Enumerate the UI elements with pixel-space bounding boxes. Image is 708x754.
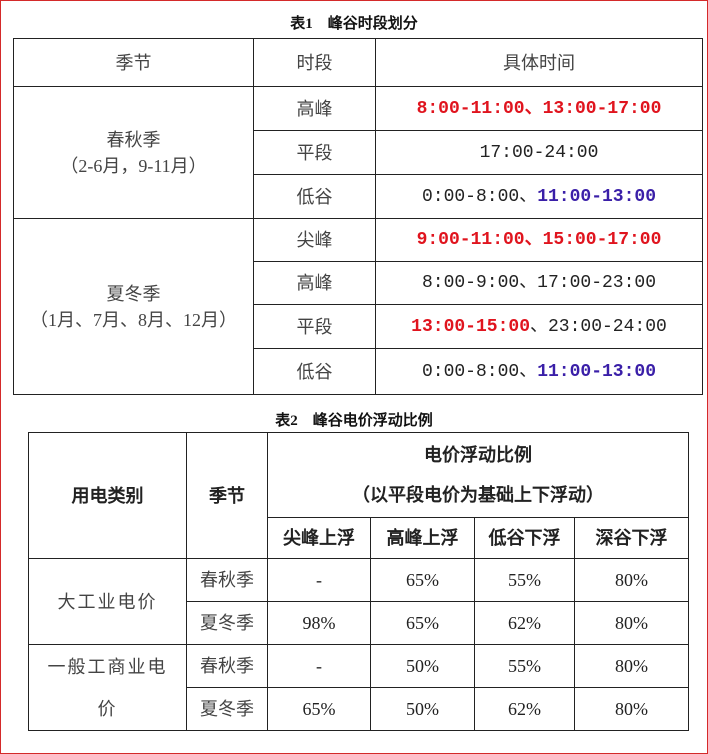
ratio-value: 98% [267, 601, 371, 645]
period-cell: 平段 [253, 130, 376, 175]
ratio-subheader: 高峰上浮 [370, 517, 475, 559]
ratio-header-note: （以平段电价为基础上下浮动） [352, 485, 604, 505]
table1-header-cell: 具体时间 [375, 38, 703, 87]
time-cell: 8:00-9:00、17:00-23:00 [375, 261, 703, 305]
table2-row: 夏冬季 65% 50% 62% 80% [29, 687, 689, 731]
ratio-value: 50% [370, 644, 475, 688]
category-header: 用电类别 [28, 432, 187, 559]
time-segment: 、23:00-24:00 [530, 316, 667, 337]
table2-row: 大工业电价 春秋季 -65% 55% 80% [28, 558, 689, 645]
time-segment: 13:00-15:00 [411, 316, 530, 337]
table1-row: 低谷 0:00-8:00、11:00-13:00 [14, 348, 703, 395]
table2-row: 一般工商业电价 春秋季 -50% 55% 80% [28, 644, 689, 731]
time-segment: 8:00-11:00、13:00-17:00 [416, 98, 662, 119]
time-cell: 0:00-8:00、11:00-13:00 [375, 348, 703, 395]
table2-header-row: 用电类别 季节 电价浮动比例 （以平段电价为基础上下浮动） [28, 432, 689, 559]
season-cell: 夏冬季 [186, 601, 268, 645]
ratio-value: 80% [574, 687, 689, 731]
ratio-value: 65% [267, 687, 371, 731]
time-cell: 8:00-11:00、13:00-17:00 [375, 86, 703, 131]
season-name: 春秋季 [106, 129, 161, 150]
time-segment: 17:00-24:00 [479, 142, 599, 163]
season-cell: 春秋季 [186, 644, 268, 688]
table2-subheader-row: 尖峰上浮 高峰上浮 低谷下浮 深谷下浮 [29, 517, 689, 559]
season-cell: 夏冬季 [186, 687, 268, 731]
ratio-value: - [267, 558, 371, 602]
ratio-value: 55% [474, 558, 575, 602]
time-cell: 13:00-15:00、23:00-24:00 [375, 304, 703, 349]
ratio-value: 80% [574, 558, 689, 602]
ratio-value: 80% [574, 644, 689, 688]
time-segment: 0:00-8:00、 [421, 361, 538, 382]
time-segment: 0:00-8:00、 [421, 186, 538, 207]
time-segment: 11:00-13:00 [537, 186, 657, 207]
ratio-value: 55% [474, 644, 575, 688]
time-segment: 11:00-13:00 [537, 361, 657, 382]
season-header: 季节 [186, 432, 268, 559]
time-cell: 0:00-8:00、11:00-13:00 [375, 174, 703, 219]
table1-row: 高峰 8:00-9:00、17:00-23:00 [14, 261, 703, 305]
ratio-value: - [267, 644, 371, 688]
period-cell: 低谷 [253, 174, 376, 219]
season-months: （2-6月，9-11月） [60, 155, 207, 176]
category-cell: 大工业电价 [28, 558, 187, 645]
ratio-subheader: 尖峰上浮 [267, 517, 371, 559]
table1-header-row: 季节 时段 具体时间 [13, 38, 703, 87]
ratio-header-title: 电价浮动比例 [424, 445, 532, 465]
table1-row: 夏冬季 （1月、7月、8月、12月） 尖峰 9:00-11:00、15:00-17:0… [13, 218, 703, 395]
ratio-header: 电价浮动比例 （以平段电价为基础上下浮动） [267, 432, 689, 518]
tou-period-table: 季节 时段 具体时间春秋季 （2-6月，9-11月） 高峰 8:00-11:00、13:0… [13, 38, 703, 395]
table1-header-cell: 季节 [13, 38, 254, 87]
season-cell: 春秋季 （2-6月，9-11月） [13, 86, 254, 219]
table1-row: 平段 17:00-24:00 [14, 130, 703, 175]
table2-title: 表2 峰谷电价浮动比例 [275, 413, 433, 429]
ratio-value: 62% [474, 601, 575, 645]
season-cell: 春秋季 [186, 558, 268, 602]
time-segment: 9:00-11:00、15:00-17:00 [416, 230, 662, 250]
time-cell: 9:00-11:00、15:00-17:00 [375, 218, 703, 262]
table1-row: 平段 13:00-15:00、23:00-24:00 [14, 304, 703, 349]
period-cell: 尖峰 [253, 218, 376, 262]
period-cell: 低谷 [253, 348, 376, 395]
ratio-value: 80% [574, 601, 689, 645]
period-cell: 平段 [253, 304, 376, 349]
time-cell: 17:00-24:00 [375, 130, 703, 175]
ratio-subheader: 低谷下浮 [474, 517, 575, 559]
period-cell: 高峰 [253, 86, 376, 131]
ratio-value: 65% [370, 558, 475, 602]
time-segment: 8:00-9:00、17:00-23:00 [421, 273, 657, 293]
category-cell: 一般工商业电价 [28, 644, 187, 731]
season-name: 夏冬季 [106, 283, 161, 304]
table1-row: 低谷 0:00-8:00、11:00-13:00 [14, 174, 703, 219]
ratio-subheader: 深谷下浮 [574, 517, 689, 559]
table1-row: 春秋季 （2-6月，9-11月） 高峰 8:00-11:00、13:00-17:00 [13, 86, 703, 219]
season-cell: 夏冬季 （1月、7月、8月、12月） [13, 218, 254, 395]
price-ratio-table: 用电类别 季节 电价浮动比例 （以平段电价为基础上下浮动） 尖峰上浮 高峰上浮 低谷下浮 深谷… [28, 432, 689, 731]
table1-title: 表1 峰谷时段划分 [290, 16, 418, 32]
period-cell: 高峰 [253, 261, 376, 305]
table1-header-cell: 时段 [253, 38, 376, 87]
ratio-value: 65% [370, 601, 475, 645]
season-months: （1月、7月、8月、12月） [30, 309, 237, 330]
ratio-value: 50% [370, 687, 475, 731]
ratio-value: 62% [474, 687, 575, 731]
